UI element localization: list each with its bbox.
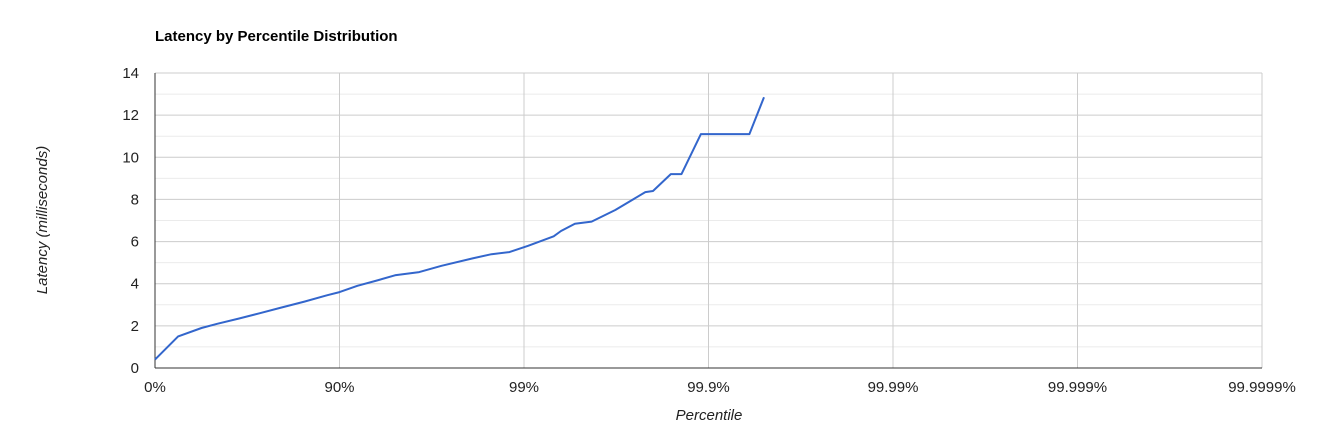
y-tick-label: 10 [122, 149, 139, 166]
x-tick-label: 99.999% [1048, 379, 1107, 396]
chart-title: Latency by Percentile Distribution [155, 28, 398, 45]
y-tick-label: 2 [131, 318, 139, 335]
x-axis-title: Percentile [676, 407, 743, 424]
axes [154, 73, 1262, 369]
x-tick-label: 99% [509, 379, 539, 396]
series-line [154, 96, 765, 361]
y-tick-label: 8 [131, 191, 139, 208]
x-tick-label: 99.9999% [1228, 379, 1296, 396]
y-tick-label: 0 [131, 360, 139, 377]
x-tick-label: 0% [144, 379, 166, 396]
y-tick-label: 4 [131, 276, 139, 293]
x-tick-label: 90% [324, 379, 354, 396]
y-axis-title: Latency (milliseconds) [34, 146, 51, 294]
series-layer [154, 96, 765, 361]
y-tick-label: 6 [131, 234, 139, 251]
x-tick-label: 99.9% [687, 379, 730, 396]
gridlines [155, 72, 1263, 368]
y-tick-label: 14 [122, 65, 139, 82]
y-tick-label: 12 [122, 107, 139, 124]
x-tick-label: 99.99% [868, 379, 919, 396]
tick-labels: 0 2 4 6 8 10 12 14 0% 90% 99% 99.9% 99.99% 99.999% 99.… [122, 65, 1295, 396]
